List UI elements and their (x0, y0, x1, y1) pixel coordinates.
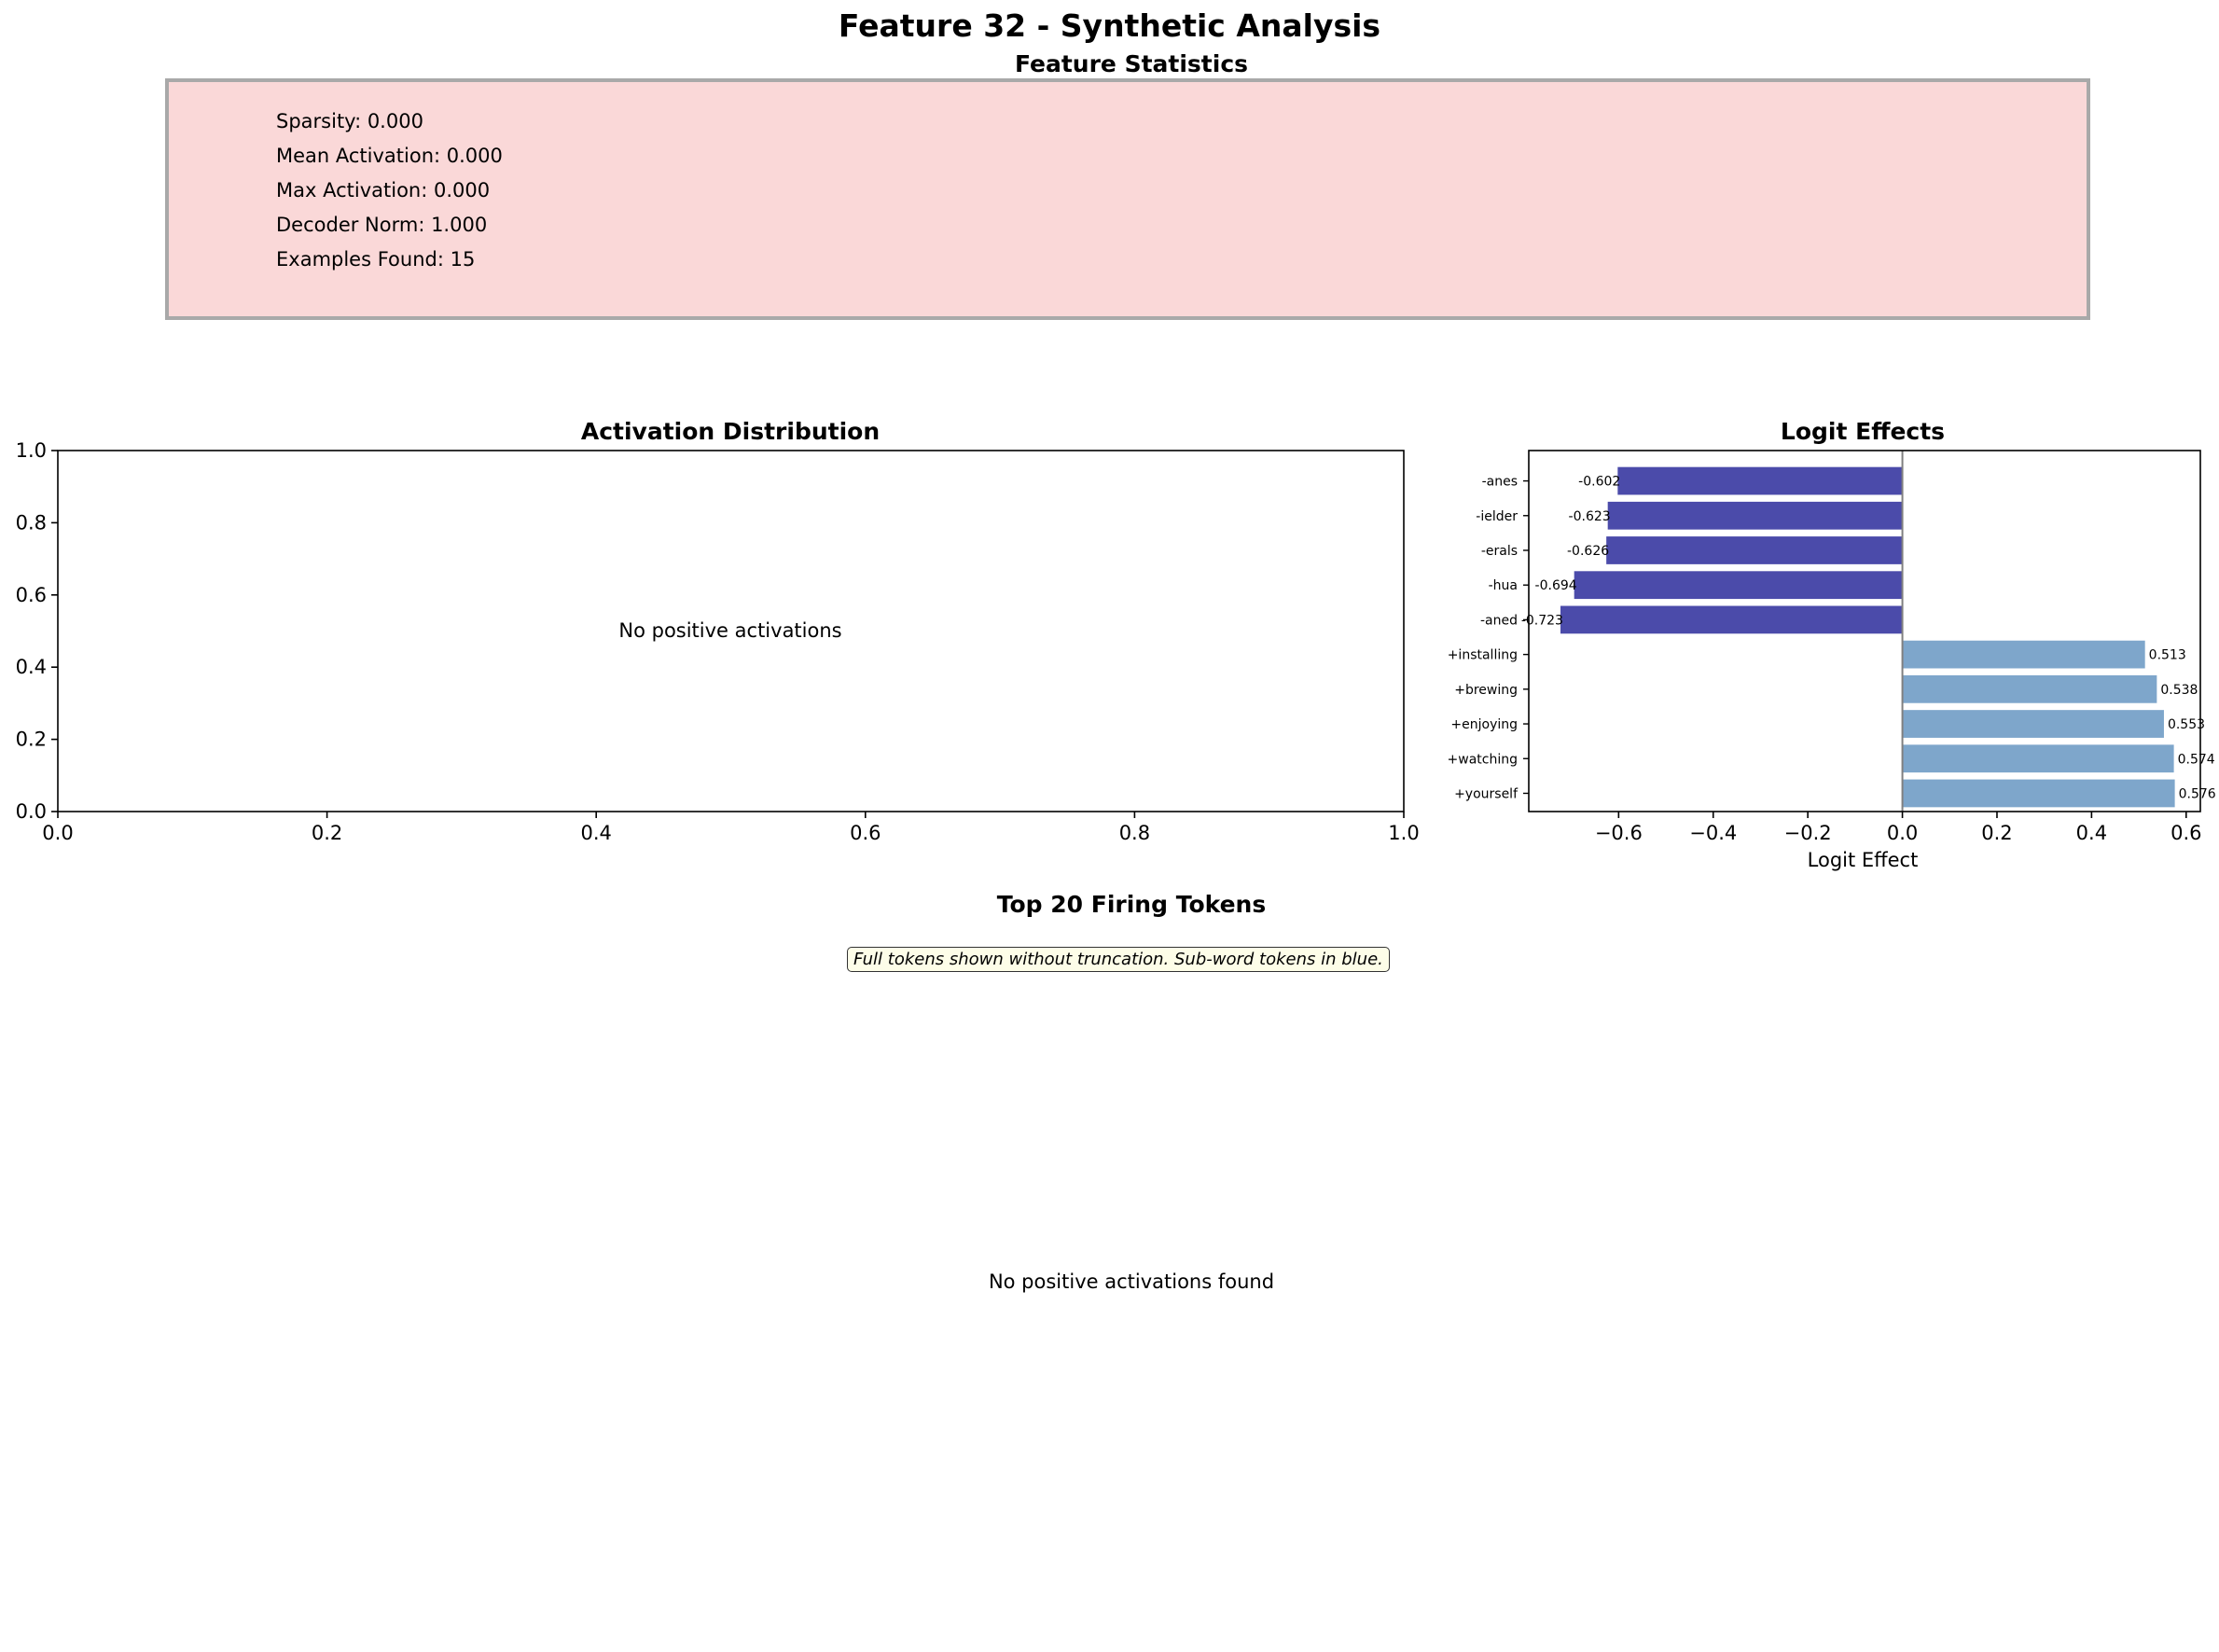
figure-title: Feature 32 - Synthetic Analysis (838, 7, 1381, 44)
logit-value-label: 0.513 (2149, 648, 2186, 663)
top-tokens-title: Top 20 Firing Tokens (996, 891, 1267, 918)
logit-category-label: -hua (1489, 578, 1518, 593)
logit-category-label: -aned (1480, 613, 1518, 628)
logit-bar (1606, 536, 1903, 564)
dist-x-tick-label: 1.0 (1388, 822, 1419, 844)
dist-y-tick-label: 0.8 (16, 511, 47, 534)
logit-bar (1902, 779, 2175, 808)
logit-x-tick-label: 0.4 (2076, 822, 2107, 844)
dist-y-tick-label: 0.6 (16, 584, 47, 606)
logit-value-label: 0.576 (2179, 786, 2216, 801)
logit-value-label: -0.694 (1535, 578, 1577, 593)
activation-distribution-empty-label: No positive activations (618, 619, 841, 642)
logit-value-label: -0.723 (1521, 613, 1563, 628)
logit-bar (1902, 710, 2164, 738)
logit-effects-title: Logit Effects (1781, 418, 1945, 445)
dist-x-tick-label: 0.4 (580, 822, 611, 844)
dist-x-tick-label: 0.6 (850, 822, 881, 844)
stat-decoder-norm: Decoder Norm: 1.000 (276, 214, 488, 236)
stats-panel-title: Feature Statistics (1014, 50, 1249, 77)
logit-value-label: -0.626 (1567, 544, 1609, 559)
logit-bar (1574, 571, 1903, 600)
logit-bar (1560, 605, 1903, 634)
dist-y-tick-label: 1.0 (16, 439, 47, 462)
logit-effects-xlabel: Logit Effect (1808, 849, 1919, 871)
logit-value-label: -0.602 (1578, 475, 1620, 490)
charts-canvas: Activation Distribution 0.0 0.2 0.4 0.6 0.8 1… (16, 418, 2216, 871)
logit-category-label: +brewing (1454, 683, 1518, 698)
dist-x-tick-label: 0.8 (1119, 822, 1150, 844)
logit-effects-chart: Logit Effects −0.6 −0.4 −0.2 0.0 0.2 0.4 0.6 -… (1448, 418, 2216, 871)
dist-x-tick-label: 0.0 (42, 822, 73, 844)
logit-bar (1902, 674, 2157, 703)
logit-value-label: 0.574 (2178, 752, 2215, 767)
top-tokens-empty-message: No positive activations found (988, 1270, 1275, 1293)
activation-distribution-plot-area (57, 450, 1405, 812)
dist-y-tick-label: 0.0 (16, 800, 47, 823)
logit-bar (1902, 640, 2145, 669)
logit-category-label: +enjoying (1450, 717, 1518, 732)
logit-effects-plot-area (1528, 450, 2201, 812)
logit-category-label: -anes (1482, 475, 1518, 490)
logit-x-tick-label: 0.0 (1887, 822, 1918, 844)
activation-distribution-chart: Activation Distribution 0.0 0.2 0.4 0.6 0.8 1… (16, 418, 1420, 844)
stat-max-activation: Max Activation: 0.000 (276, 179, 491, 201)
logit-bar (1607, 501, 1903, 530)
stat-sparsity: Sparsity: 0.000 (276, 110, 423, 132)
activation-distribution-title: Activation Distribution (581, 418, 880, 445)
logit-x-tick-label: −0.6 (1595, 822, 1643, 844)
logit-value-label: -0.623 (1569, 509, 1611, 524)
logit-category-label: +installing (1448, 648, 1518, 663)
dist-y-tick-label: 0.4 (16, 656, 47, 678)
logit-x-tick-label: −0.4 (1689, 822, 1737, 844)
logit-x-tick-label: 0.6 (2170, 822, 2201, 844)
logit-category-label: +yourself (1454, 786, 1519, 801)
stat-mean-activation: Mean Activation: 0.000 (276, 145, 503, 167)
stats-panel: Sparsity: 0.000 Mean Activation: 0.000 M… (165, 78, 2090, 320)
top-tokens-note: Full tokens shown without truncation. Su… (847, 947, 1390, 972)
dist-x-tick-label: 0.2 (312, 822, 342, 844)
logit-x-tick-label: −0.2 (1784, 822, 1832, 844)
logit-bar (1617, 466, 1903, 495)
logit-value-label: 0.538 (2160, 683, 2198, 698)
logit-x-tick-label: 0.2 (1981, 822, 2012, 844)
logit-value-label: 0.553 (2168, 717, 2205, 732)
logit-category-label: -erals (1481, 544, 1518, 559)
logit-bar (1902, 744, 2174, 773)
dist-y-tick-label: 0.2 (16, 729, 47, 751)
stat-examples-found: Examples Found: 15 (276, 248, 476, 271)
logit-category-label: +watching (1448, 752, 1518, 767)
logit-category-label: -ielder (1476, 509, 1518, 524)
